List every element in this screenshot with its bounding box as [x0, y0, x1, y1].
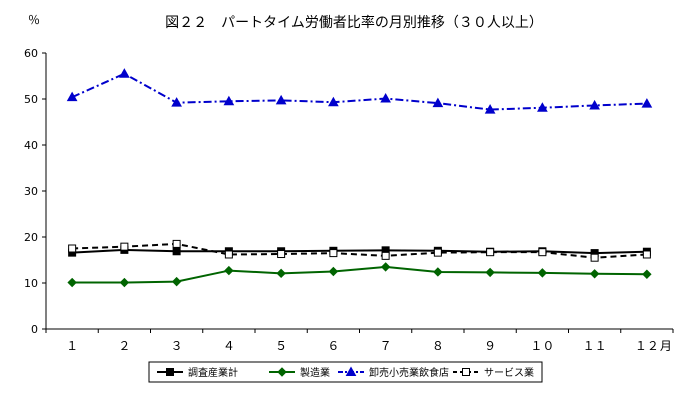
y-tick-label: 10	[24, 277, 38, 290]
data-point	[223, 95, 235, 106]
data-point	[642, 269, 652, 279]
data-point	[67, 277, 77, 288]
data-point	[484, 104, 496, 114]
y-tick-label: 0	[31, 323, 38, 336]
legend-label: 製造業	[300, 366, 330, 379]
x-tick-label: １１	[583, 339, 607, 353]
data-point	[171, 97, 182, 107]
series-line	[72, 242, 647, 259]
y-tick-label: 50	[24, 93, 38, 106]
y-tick-label: 40	[24, 139, 38, 152]
data-point	[589, 99, 600, 110]
x-unit-label: 月	[660, 339, 672, 353]
series-line	[72, 248, 647, 255]
data-point	[328, 96, 339, 107]
x-tick-label: ４	[223, 339, 235, 353]
data-point	[224, 250, 233, 259]
data-point	[380, 262, 391, 272]
legend-label: サービス業	[484, 366, 534, 379]
legend-item: 製造業	[269, 366, 330, 379]
data-point	[277, 250, 286, 259]
legend-marker	[462, 368, 470, 376]
x-tick-label: １２	[635, 339, 659, 353]
x-tick-label: ３	[171, 339, 183, 353]
legend-marker	[345, 366, 357, 376]
data-point	[68, 244, 77, 253]
data-point	[433, 267, 443, 277]
series-3	[66, 68, 653, 114]
data-point	[433, 248, 442, 257]
x-tick-label: ９	[484, 339, 496, 353]
data-point	[537, 102, 548, 112]
y-tick-label: 60	[24, 47, 38, 60]
data-point	[172, 247, 181, 256]
x-tick-label: １	[66, 339, 78, 353]
x-tick-label: １０	[530, 339, 554, 353]
data-point	[120, 242, 129, 251]
y-tick-label: 30	[24, 185, 38, 198]
data-point	[380, 93, 391, 103]
data-point	[66, 91, 78, 102]
y-tick-label: 20	[24, 231, 38, 244]
x-tick-label: ７	[380, 339, 392, 353]
legend-label: 卸売小売業飲食店	[369, 366, 449, 379]
data-point	[590, 253, 599, 262]
legend-item: サービス業	[453, 366, 534, 379]
data-point	[119, 277, 130, 288]
data-point	[328, 266, 339, 277]
data-point	[538, 248, 547, 257]
legend-item: 卸売小売業飲食店	[338, 366, 449, 379]
legend-marker	[166, 368, 174, 376]
x-tick-label: ６	[327, 339, 339, 353]
data-point	[589, 269, 600, 279]
data-point	[329, 249, 338, 258]
series-layer	[66, 68, 653, 288]
data-point	[275, 94, 287, 105]
data-point	[381, 251, 390, 260]
data-point	[224, 265, 234, 276]
series-line	[71, 72, 647, 111]
data-point	[276, 268, 286, 279]
y-axis-label: ％	[28, 13, 40, 27]
series-4	[68, 239, 651, 262]
data-point	[171, 276, 182, 287]
data-point	[119, 68, 130, 78]
legend-item: 調査産業計	[157, 366, 238, 379]
legend-marker	[277, 367, 287, 377]
x-tick-label: ８	[432, 339, 444, 353]
data-point	[172, 239, 181, 248]
legend-label: 調査産業計	[188, 366, 238, 379]
legend: 調査産業計 製造業 卸売小売業飲食店 サービス業	[148, 361, 543, 383]
series-2	[67, 262, 652, 288]
x-tick-label: ２	[118, 339, 130, 353]
series-line	[72, 265, 647, 284]
chart-title: 図２２ パートタイム労働者比率の月別推移（３０人以上）	[165, 14, 543, 31]
data-point	[642, 250, 651, 259]
data-point	[537, 268, 548, 278]
data-point	[486, 248, 495, 257]
data-point	[432, 97, 444, 108]
data-point	[485, 267, 495, 278]
x-tick-label: ５	[275, 339, 287, 353]
data-point	[641, 98, 653, 108]
